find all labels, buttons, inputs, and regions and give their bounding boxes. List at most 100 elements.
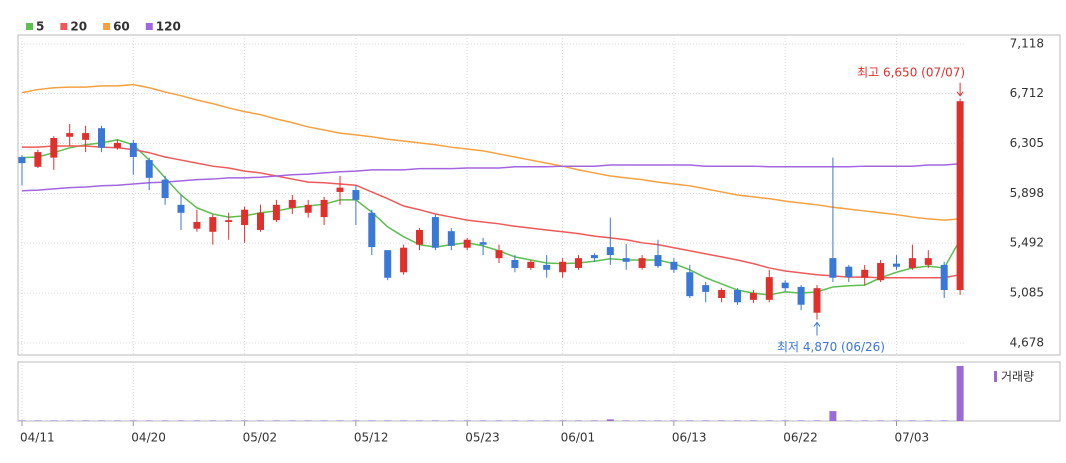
volume-bar (225, 420, 233, 421)
volume-bar (193, 420, 201, 421)
candle-body (908, 258, 916, 268)
candle-body (272, 204, 280, 221)
volume-bar (336, 420, 344, 421)
volume-bar (845, 420, 853, 421)
volume-bar (590, 420, 598, 421)
volume-bar (384, 420, 392, 421)
candle-body (893, 263, 900, 267)
volume-bar (82, 420, 90, 421)
legend-swatch (103, 23, 111, 30)
ma-line (21, 139, 961, 296)
candle-body (734, 290, 741, 303)
volume-bar (431, 420, 439, 421)
candle-body (813, 288, 821, 313)
candle-body (98, 128, 105, 148)
volume-bar (50, 420, 58, 421)
volume-pane (17, 361, 1061, 422)
candle-body (177, 204, 185, 213)
candle-body (113, 142, 121, 148)
volume-bar (813, 420, 821, 421)
candle-body (34, 152, 42, 167)
volume-bar (940, 420, 948, 421)
x-tick-label: 06/13 (672, 431, 707, 445)
volume-bar (686, 420, 694, 421)
volume-bar (18, 420, 26, 421)
volume-bar (479, 420, 487, 421)
volume-bar (718, 420, 726, 421)
legend-label: 120 (156, 20, 181, 34)
candle-body (749, 293, 757, 300)
volume-bar (288, 420, 296, 421)
candle-body (257, 212, 264, 230)
volume-bar (511, 420, 519, 421)
candle-body (511, 259, 519, 268)
volume-bar (575, 420, 582, 421)
volume-bar (622, 420, 630, 421)
volume-bar (527, 420, 535, 421)
volume-bar (861, 420, 869, 421)
candle-body (161, 179, 169, 199)
candle-body (606, 247, 614, 256)
volume-bar (352, 420, 360, 421)
annotation-high: 최고 6,650 (07/07) (857, 65, 965, 79)
volume-bar (908, 420, 916, 421)
candle-body (638, 258, 646, 268)
candle-body (543, 264, 551, 270)
y-tick-label: 5,085 (1010, 286, 1044, 300)
volume-bar (829, 411, 837, 421)
volume-bar (66, 420, 74, 421)
volume-bar (304, 420, 312, 421)
volume-bar (447, 420, 455, 421)
candle-body (241, 209, 249, 226)
candle-body (559, 261, 567, 273)
candle-body (797, 286, 805, 305)
candle-body (66, 133, 74, 137)
candle-body (829, 258, 837, 278)
candle-body (479, 242, 487, 245)
candle-body (400, 247, 408, 273)
candle-body (209, 217, 217, 232)
volume-bar (638, 420, 646, 421)
volume-bar (877, 420, 885, 421)
legend-label: 60 (113, 20, 130, 34)
candle-body (463, 239, 471, 248)
candle-body (527, 261, 535, 268)
legend-swatch (26, 23, 33, 30)
candle-body (877, 263, 885, 281)
annotation-low: 최저 4,870 (06/26) (777, 340, 885, 354)
candle-body (575, 258, 582, 268)
candle-body (82, 133, 90, 140)
candle-body (145, 160, 153, 178)
volume-bar (463, 420, 471, 421)
arrow-low (813, 321, 821, 336)
candle-body (718, 290, 726, 298)
volume-bar (781, 420, 789, 421)
candle-body (368, 212, 376, 248)
volume-bar (543, 420, 551, 421)
candle-body (940, 264, 948, 291)
arrow-high (956, 82, 964, 97)
x-tick-label: 05/23 (465, 431, 500, 445)
y-tick-label: 6,305 (1010, 136, 1044, 150)
x-tick-label: 05/12 (354, 431, 389, 445)
candle-body (431, 217, 439, 248)
legend-swatch (145, 23, 153, 30)
x-tick-label: 05/02 (243, 431, 278, 445)
x-tick-label: 06/22 (783, 431, 818, 445)
candle-body (225, 220, 233, 222)
x-tick-label: 04/11 (20, 431, 55, 445)
volume-bar (320, 420, 328, 421)
volume-bar (893, 420, 900, 421)
volume-bar (145, 420, 153, 421)
volume-legend-swatch (994, 371, 997, 382)
candle-body (654, 255, 662, 267)
candle-body (193, 221, 201, 229)
legend-swatch (60, 23, 68, 30)
candle-body (670, 261, 678, 270)
volume-bar (368, 420, 376, 421)
legend-label: 20 (70, 20, 87, 34)
volume-bar (257, 420, 264, 421)
x-tick-label: 06/01 (561, 431, 596, 445)
candle-body (336, 187, 344, 192)
